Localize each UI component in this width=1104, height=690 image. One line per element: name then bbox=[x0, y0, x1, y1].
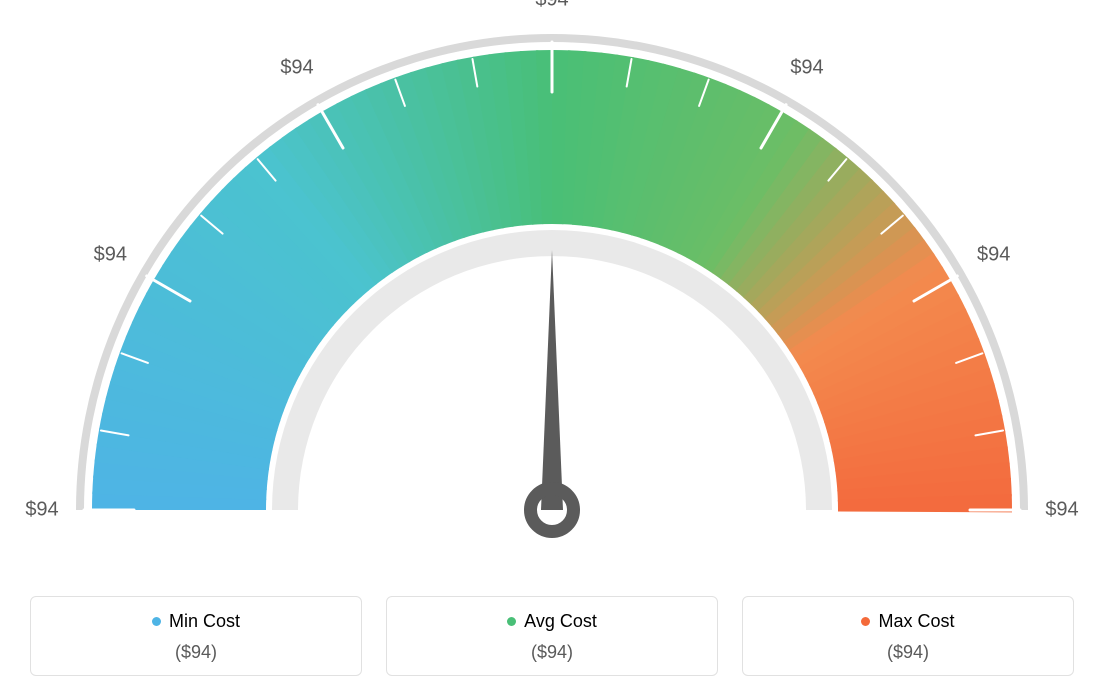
legend-card-avg: Avg Cost ($94) bbox=[386, 596, 718, 676]
gauge-tick-label: $94 bbox=[535, 0, 568, 12]
legend-card-min: Min Cost ($94) bbox=[30, 596, 362, 676]
legend-label-min: Min Cost bbox=[169, 611, 240, 632]
gauge-chart: $94 $94 $94 $94 $94 $94 $94 bbox=[0, 0, 1104, 570]
legend-value-avg: ($94) bbox=[397, 642, 707, 663]
legend-title-min: Min Cost bbox=[152, 611, 240, 632]
legend-dot-avg bbox=[507, 617, 516, 626]
legend-value-max: ($94) bbox=[753, 642, 1063, 663]
gauge-tick-label: $94 bbox=[977, 244, 1010, 267]
legend-card-max: Max Cost ($94) bbox=[742, 596, 1074, 676]
gauge-tick-label: $94 bbox=[1045, 499, 1078, 522]
gauge-tick-label: $94 bbox=[280, 57, 313, 80]
legend-label-avg: Avg Cost bbox=[524, 611, 597, 632]
legend-dot-min bbox=[152, 617, 161, 626]
gauge-tick-label: $94 bbox=[790, 57, 823, 80]
gauge-svg bbox=[0, 0, 1104, 570]
legend-title-max: Max Cost bbox=[861, 611, 954, 632]
gauge-tick-label: $94 bbox=[94, 244, 127, 267]
legend-dot-max bbox=[861, 617, 870, 626]
gauge-infographic: $94 $94 $94 $94 $94 $94 $94 Min Cost ($94) Avg… bbox=[0, 0, 1104, 690]
legend-row: Min Cost ($94) Avg Cost ($94) Max Cost (… bbox=[30, 596, 1074, 676]
legend-label-max: Max Cost bbox=[878, 611, 954, 632]
legend-title-avg: Avg Cost bbox=[507, 611, 597, 632]
gauge-tick-label: $94 bbox=[25, 499, 58, 522]
legend-value-min: ($94) bbox=[41, 642, 351, 663]
